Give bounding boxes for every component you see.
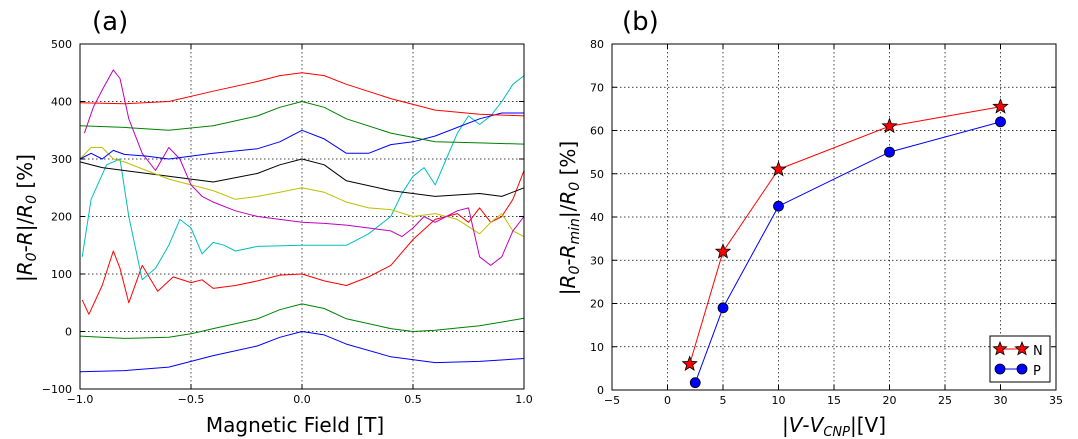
data-point-P xyxy=(773,200,784,212)
y-tick-label: 0 xyxy=(65,326,72,339)
legend-p-label: P xyxy=(1033,364,1041,379)
y-tick-label: 100 xyxy=(51,268,72,281)
panel-b-y-tick-labels: 0 10 20 30 40 50 60 70 80 xyxy=(590,38,604,397)
panel-a-grid xyxy=(79,43,525,390)
panel-a-series xyxy=(79,69,525,373)
x-tick-label: 15 xyxy=(827,394,841,407)
series-line-1 xyxy=(79,331,525,373)
legend-entry-p: P xyxy=(994,363,1041,379)
y-tick-label: 500 xyxy=(51,38,72,51)
series-line-3 xyxy=(81,170,525,315)
series-line-7 xyxy=(83,69,525,266)
series-line-4 xyxy=(81,75,525,281)
y-tick-label: 10 xyxy=(590,341,604,354)
panel-a: (a) −1.0 −0.5 0.0 0.5 1.0 −100 0 100 200 300 400 5… xyxy=(13,7,533,437)
legend-entry-n: N xyxy=(992,340,1043,359)
data-point-P xyxy=(689,377,701,389)
legend-n-star-marker xyxy=(992,340,1008,356)
x-tick-label: −5 xyxy=(604,394,620,407)
y-tick-label: 400 xyxy=(51,96,72,109)
panel-a-x-axis-label: Magnetic Field [T] xyxy=(206,413,384,437)
panel-b-x-axis-label: |V-VCNP|[V] xyxy=(782,413,886,439)
x-tick-label: 0.5 xyxy=(404,393,422,406)
panel-a-y-tick-labels: −100 0 100 200 300 400 500 xyxy=(42,38,72,396)
data-point-N xyxy=(881,117,898,134)
x-tick-label: 30 xyxy=(994,394,1008,407)
x-tick-label: 0 xyxy=(664,394,671,407)
y-tick-label: −100 xyxy=(42,383,72,396)
series-line-1 xyxy=(689,106,1001,365)
legend-n-star-marker xyxy=(1014,340,1030,356)
x-tick-label: 35 xyxy=(1049,394,1063,407)
y-tick-label: 80 xyxy=(590,38,604,51)
series-line-10 xyxy=(79,72,525,117)
data-point-P xyxy=(717,302,729,314)
x-tick-label: 10 xyxy=(772,394,786,407)
panel-a-y-axis-label: |R0-R|/R0 [%] xyxy=(13,154,40,282)
panel-b-series xyxy=(681,98,1009,389)
panel-b-ticks xyxy=(611,43,1057,391)
series-line-9 xyxy=(79,101,525,145)
data-point-N xyxy=(714,242,732,259)
x-tick-label: −1.0 xyxy=(67,393,94,406)
data-point-N xyxy=(770,160,787,177)
data-point-N xyxy=(681,355,698,372)
y-tick-label: 0 xyxy=(597,384,604,397)
y-tick-label: 40 xyxy=(590,211,604,224)
data-point-P xyxy=(884,146,895,158)
x-tick-label: 1.0 xyxy=(515,393,533,406)
panel-b-x-tick-labels: −5 0 5 10 15 20 25 30 35 xyxy=(604,394,1063,407)
y-tick-label: 60 xyxy=(590,125,604,138)
series-line-2 xyxy=(79,303,525,339)
panel-a-ticks xyxy=(79,43,525,390)
panel-b-y-axis-label: |R0-Rmin|/R0 [%] xyxy=(556,141,583,295)
x-tick-label: 5 xyxy=(720,394,727,407)
legend-p-circle-marker xyxy=(1016,363,1028,375)
series-line-5 xyxy=(79,158,525,197)
panel-b-grid xyxy=(611,43,1057,391)
x-tick-label: 0.0 xyxy=(293,393,311,406)
series-line-8 xyxy=(79,112,524,160)
legend-p-circle-marker xyxy=(994,363,1006,375)
legend-box xyxy=(989,335,1051,383)
panel-a-x-tick-labels: −1.0 −0.5 0.0 0.5 1.0 xyxy=(67,393,533,406)
data-point-P xyxy=(995,116,1006,128)
legend-n-label: N xyxy=(1033,344,1043,359)
panel-b-legend: N P xyxy=(989,335,1051,383)
y-tick-label: 30 xyxy=(590,254,604,267)
x-tick-label: −0.5 xyxy=(178,393,205,406)
x-tick-label: 20 xyxy=(883,394,897,407)
panel-a-label: (a) xyxy=(92,7,128,37)
y-tick-label: 200 xyxy=(51,211,72,224)
y-tick-label: 300 xyxy=(51,153,72,166)
y-tick-label: 70 xyxy=(590,81,604,94)
series-line-2 xyxy=(694,121,1001,383)
series-line-6 xyxy=(79,147,525,238)
y-tick-label: 50 xyxy=(590,168,604,181)
panel-b-label: (b) xyxy=(622,7,659,37)
data-point-N xyxy=(992,98,1009,114)
y-tick-label: 20 xyxy=(590,298,604,311)
x-tick-label: 25 xyxy=(938,394,952,407)
